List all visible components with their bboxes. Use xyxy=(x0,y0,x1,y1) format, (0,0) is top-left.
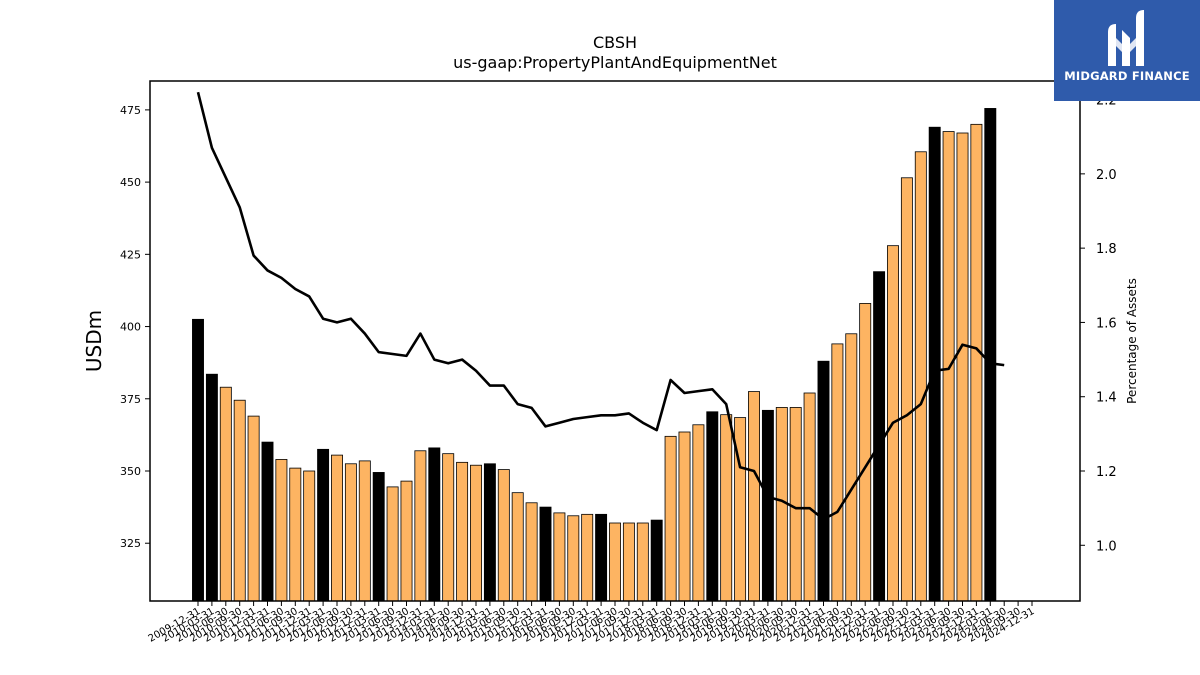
bar xyxy=(581,513,594,602)
bar xyxy=(372,472,385,602)
y-tick-label: 450 xyxy=(120,176,141,189)
line-series-path xyxy=(196,91,1005,521)
bar xyxy=(414,450,427,602)
y2-tick-label: 2.0 xyxy=(1096,168,1117,183)
bar xyxy=(233,399,246,602)
y2-tick-label: 1.6 xyxy=(1096,316,1117,331)
bar xyxy=(900,177,913,602)
bar xyxy=(497,469,510,602)
y-tick-label: 400 xyxy=(120,321,141,334)
chart-subtitle: us-gaap:PropertyPlantAndEquipmentNet xyxy=(453,53,777,72)
bar xyxy=(483,463,496,602)
chart-title: CBSH xyxy=(593,33,637,52)
bar xyxy=(192,318,204,602)
bar xyxy=(984,108,997,602)
bar xyxy=(525,502,538,602)
bar xyxy=(247,415,260,602)
bar xyxy=(331,454,343,602)
bar xyxy=(622,522,635,602)
bar xyxy=(470,464,482,602)
logo: MIDGARD FINANCE xyxy=(1054,0,1200,101)
y2-tick-label: 1.8 xyxy=(1096,242,1117,257)
y-tick-label: 425 xyxy=(120,248,141,261)
bar xyxy=(400,480,413,602)
midgard-logo-icon xyxy=(1108,10,1144,66)
bar xyxy=(928,126,941,602)
bar-series xyxy=(192,108,997,602)
y2-tick-label: 1.0 xyxy=(1096,539,1117,554)
bar xyxy=(275,459,288,602)
bar xyxy=(706,411,719,602)
bar xyxy=(344,463,357,602)
y2-axis-label: Percentage of Assets xyxy=(1125,278,1139,404)
bar xyxy=(609,522,621,602)
y-axis-right: 1.01.21.41.61.82.02.2 xyxy=(1080,94,1117,554)
bar xyxy=(553,512,566,602)
bar xyxy=(650,519,663,602)
bar xyxy=(720,414,733,602)
bar xyxy=(970,123,983,602)
bar xyxy=(386,486,399,602)
bar xyxy=(636,522,649,602)
bar xyxy=(511,492,524,602)
y2-tick-label: 1.4 xyxy=(1096,391,1117,406)
bar xyxy=(303,470,316,602)
bar xyxy=(789,407,802,602)
bar xyxy=(664,435,677,602)
y-tick-label: 325 xyxy=(120,537,141,550)
bar xyxy=(761,409,774,602)
bar xyxy=(817,360,830,602)
bar xyxy=(317,448,330,602)
bar xyxy=(748,391,760,602)
bar xyxy=(831,343,844,602)
bar xyxy=(803,392,816,602)
bar xyxy=(595,513,608,602)
bar xyxy=(678,431,691,602)
line-series xyxy=(196,91,1005,521)
bar xyxy=(914,151,927,602)
bar xyxy=(289,467,302,602)
y-axis-label: USDm xyxy=(82,310,106,372)
bar xyxy=(859,303,872,602)
bar xyxy=(428,447,441,602)
y2-tick-label: 1.2 xyxy=(1096,465,1117,480)
bar xyxy=(567,515,580,602)
y-tick-label: 350 xyxy=(120,465,141,478)
bar xyxy=(539,506,552,602)
y-tick-label: 475 xyxy=(120,104,141,117)
bar xyxy=(456,461,469,602)
bar xyxy=(358,460,371,602)
bar xyxy=(261,441,274,602)
bar xyxy=(956,132,969,602)
bar xyxy=(219,386,232,602)
bar xyxy=(205,373,218,602)
bar xyxy=(692,424,705,602)
y-axis-left: 325 350 375 400 425 450 475 xyxy=(120,104,150,550)
x-axis: 2009-12-312010-03-312010-06-302010-09-30… xyxy=(147,601,1037,645)
bar xyxy=(442,453,455,602)
bar xyxy=(845,333,858,602)
logo-text: MIDGARD FINANCE xyxy=(1064,69,1190,83)
y-tick-label: 375 xyxy=(120,393,141,406)
